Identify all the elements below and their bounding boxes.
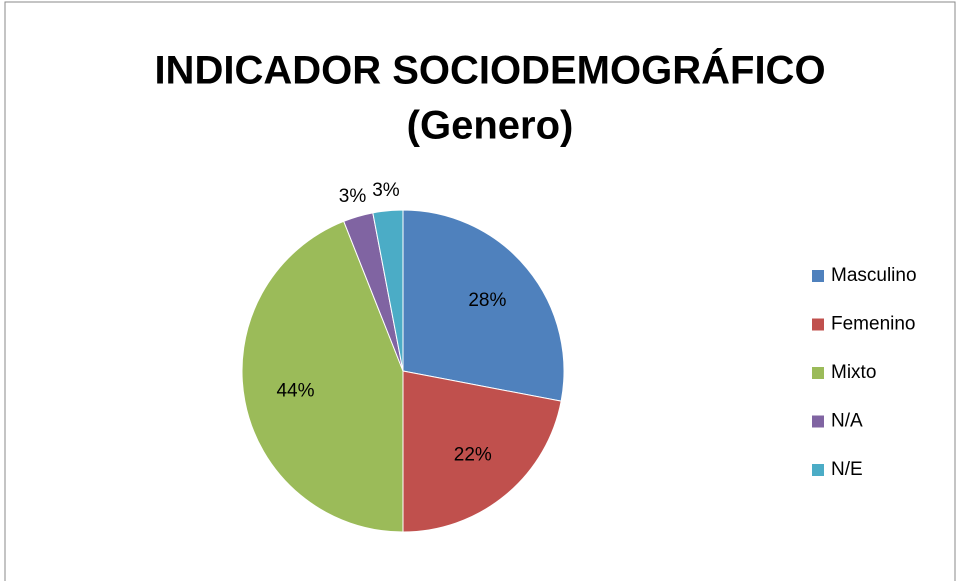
legend-swatch bbox=[812, 270, 824, 282]
legend-swatch bbox=[812, 367, 824, 379]
data-label: 3% bbox=[372, 180, 400, 201]
legend-label: Femenino bbox=[831, 314, 916, 335]
chart-title: (Genero) bbox=[407, 104, 574, 148]
pie-slice bbox=[402, 370, 562, 533]
legend-label: Mixto bbox=[831, 362, 876, 383]
legend-label: N/E bbox=[831, 459, 863, 480]
legend-label: N/A bbox=[831, 411, 863, 432]
pie-slice bbox=[372, 209, 404, 372]
pie-slice bbox=[402, 209, 565, 402]
legend-swatch bbox=[812, 415, 824, 428]
data-label: 28% bbox=[468, 290, 506, 311]
data-label: 3% bbox=[339, 186, 367, 207]
legend-swatch bbox=[812, 318, 824, 331]
pie-slice bbox=[241, 220, 404, 533]
chart-title: INDICADOR SOCIODEMOGRÁFICO bbox=[154, 48, 825, 93]
data-label: 44% bbox=[276, 381, 314, 402]
data-label: 22% bbox=[454, 444, 492, 465]
legend-label: Masculino bbox=[831, 265, 917, 286]
legend-swatch bbox=[812, 464, 824, 476]
